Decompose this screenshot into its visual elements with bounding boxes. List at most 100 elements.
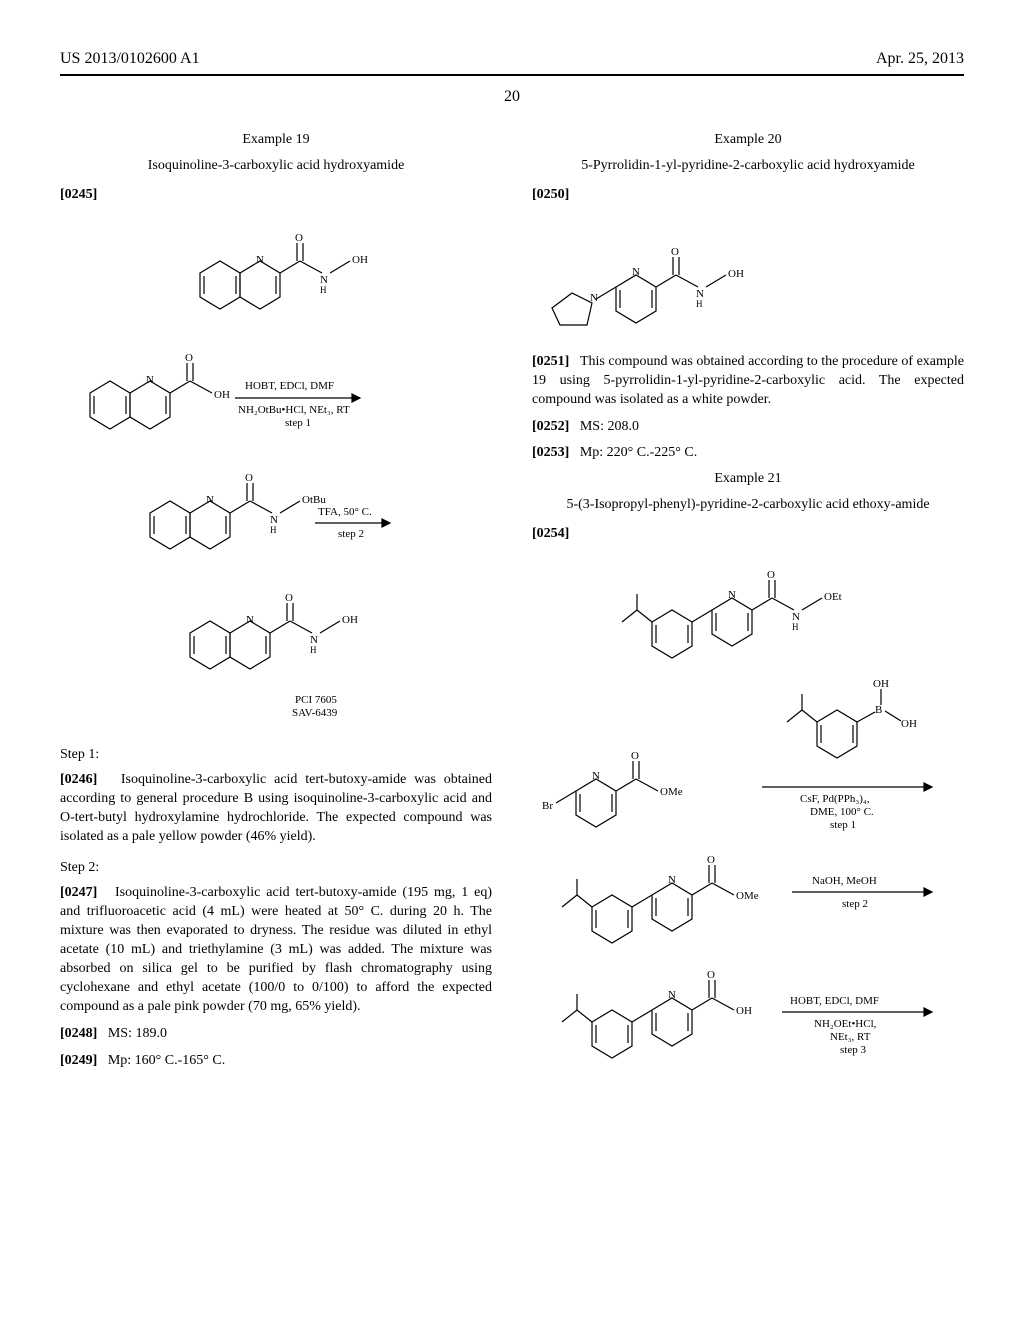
s21-step2-label: step 2 xyxy=(842,898,868,910)
example-21-heading: Example 21 xyxy=(532,471,964,487)
para-0251-text: This compound was obtained according to … xyxy=(532,354,964,407)
svg-text:OH: OH xyxy=(342,614,358,626)
para-num-0250: [0250] xyxy=(532,187,569,202)
scheme-21-svg: N O N H OEt xyxy=(532,552,952,1112)
step1-reagents-b: NH₂OtBu•HCl, NEt₃, RT xyxy=(238,404,350,416)
para-0248: [0248] MS: 189.0 xyxy=(60,1025,492,1044)
example-20-title: 5-Pyrrolidin-1-yl-pyridine-2-carboxylic … xyxy=(532,158,964,174)
example-21-title: 5-(3-Isopropyl-phenyl)-pyridine-2-carbox… xyxy=(532,497,964,513)
para-0253-text: Mp: 220° C.-225° C. xyxy=(580,445,697,460)
svg-text:O: O xyxy=(185,352,193,364)
example-19-heading: Example 19 xyxy=(60,132,492,148)
para-num-0247: [0247] xyxy=(60,885,97,900)
svg-text:N: N xyxy=(728,589,736,601)
svg-text:O: O xyxy=(707,854,715,866)
para-0249: [0249] Mp: 160° C.-165° C. xyxy=(60,1052,492,1071)
svg-text:H: H xyxy=(310,645,317,655)
para-0254: [0254] xyxy=(532,525,964,544)
svg-text:OH: OH xyxy=(352,254,368,266)
para-num-0252: [0252] xyxy=(532,419,569,434)
para-0246-text: Isoquinoline-3-carboxylic acid tert-buto… xyxy=(60,772,492,844)
svg-text:OH: OH xyxy=(214,389,230,401)
para-0245: [0245] xyxy=(60,186,492,205)
s21-step2-reagents: NaOH, MeOH xyxy=(812,875,877,887)
left-column: Example 19 Isoquinoline-3-carboxylic aci… xyxy=(60,124,492,1122)
svg-text:H: H xyxy=(270,525,277,535)
page-header: US 2013/0102600 A1 Apr. 25, 2013 xyxy=(60,50,964,68)
patent-page: US 2013/0102600 A1 Apr. 25, 2013 20 Exam… xyxy=(0,0,1024,1320)
right-column: Example 20 5-Pyrrolidin-1-yl-pyridine-2-… xyxy=(532,124,964,1122)
example-20-heading: Example 20 xyxy=(532,132,964,148)
para-0253: [0253] Mp: 220° C.-225° C. xyxy=(532,444,964,463)
para-num-0251: [0251] xyxy=(532,354,569,369)
svg-text:OH: OH xyxy=(873,678,889,690)
publication-date: Apr. 25, 2013 xyxy=(876,50,964,68)
para-0248-text: MS: 189.0 xyxy=(108,1026,167,1041)
svg-text:OtBu: OtBu xyxy=(302,494,326,506)
para-0250: [0250] xyxy=(532,186,964,205)
s21-step1-reagents-a: CsF, Pd(PPh₃)₄, xyxy=(800,793,870,805)
para-0247: [0247] Isoquinoline-3-carboxylic acid te… xyxy=(60,884,492,1016)
para-0249-text: Mp: 160° C.-165° C. xyxy=(108,1053,225,1068)
step2-reagents: TFA, 50° C. xyxy=(318,506,372,518)
svg-text:N: N xyxy=(246,614,254,626)
scheme-19: N O N H OH xyxy=(60,213,492,733)
svg-text:N: N xyxy=(668,989,676,1001)
step1-reagents-a: HOBT, EDCl, DMF xyxy=(245,380,334,392)
svg-text:H: H xyxy=(792,622,799,632)
svg-text:OH: OH xyxy=(736,1005,752,1017)
svg-text:B: B xyxy=(875,704,882,716)
svg-text:N: N xyxy=(146,374,154,386)
para-0247-text: Isoquinoline-3-carboxylic acid tert-buto… xyxy=(60,885,492,1013)
s21-step1-reagents-b: DME, 100° C. xyxy=(810,806,874,818)
compound-code-2: SAV-6439 xyxy=(292,707,338,719)
para-0246: [0246] Isoquinoline-3-carboxylic acid te… xyxy=(60,771,492,847)
svg-text:O: O xyxy=(707,969,715,981)
para-0252-text: MS: 208.0 xyxy=(580,419,639,434)
svg-text:O: O xyxy=(767,569,775,581)
s21-step3-reagents-c: NEt₃, RT xyxy=(830,1031,871,1043)
para-num-0246: [0246] xyxy=(60,772,97,787)
svg-text:N: N xyxy=(668,874,676,886)
step1-label: step 1 xyxy=(285,417,311,429)
svg-text:OH: OH xyxy=(901,718,917,730)
para-num-0253: [0253] xyxy=(532,445,569,460)
s21-step3-reagents-b: NH₂OEt•HCl, xyxy=(814,1018,877,1030)
step-2-heading: Step 2: xyxy=(60,860,492,876)
ex20-structure: N N O N xyxy=(532,213,964,343)
ex20-svg: N N O N xyxy=(532,213,792,343)
step-1-heading: Step 1: xyxy=(60,747,492,763)
scheme-21: N O N H OEt xyxy=(532,552,964,1112)
svg-text:N: N xyxy=(632,266,640,278)
svg-text:OH: OH xyxy=(728,268,744,280)
para-num-0249: [0249] xyxy=(60,1053,97,1068)
compound-code-1: PCI 7605 xyxy=(295,694,337,706)
para-num-0245: [0245] xyxy=(60,187,97,202)
publication-number: US 2013/0102600 A1 xyxy=(60,50,200,68)
s21-step3-label: step 3 xyxy=(840,1044,866,1056)
svg-text:H: H xyxy=(696,299,703,309)
s21-step1-label: step 1 xyxy=(830,819,856,831)
svg-text:OMe: OMe xyxy=(660,786,683,798)
para-num-0248: [0248] xyxy=(60,1026,97,1041)
svg-text:O: O xyxy=(285,592,293,604)
svg-text:O: O xyxy=(245,472,253,484)
svg-text:Br: Br xyxy=(542,800,553,812)
svg-text:N: N xyxy=(256,254,264,266)
svg-text:H: H xyxy=(320,285,327,295)
header-rule xyxy=(60,74,964,76)
two-column-body: Example 19 Isoquinoline-3-carboxylic aci… xyxy=(60,124,964,1122)
s21-step3-reagents-a: HOBT, EDCl, DMF xyxy=(790,995,879,1007)
scheme-19-svg: N O N H OH xyxy=(60,213,400,733)
svg-text:N: N xyxy=(592,770,600,782)
svg-text:O: O xyxy=(631,750,639,762)
step2-label: step 2 xyxy=(338,528,364,540)
svg-text:OEt: OEt xyxy=(824,591,842,603)
svg-text:O: O xyxy=(295,232,303,244)
para-num-0254: [0254] xyxy=(532,526,569,541)
page-number: 20 xyxy=(60,88,964,106)
svg-text:N: N xyxy=(206,494,214,506)
svg-text:O: O xyxy=(671,246,679,258)
svg-text:OMe: OMe xyxy=(736,890,759,902)
para-0251: [0251] This compound was obtained accord… xyxy=(532,353,964,410)
